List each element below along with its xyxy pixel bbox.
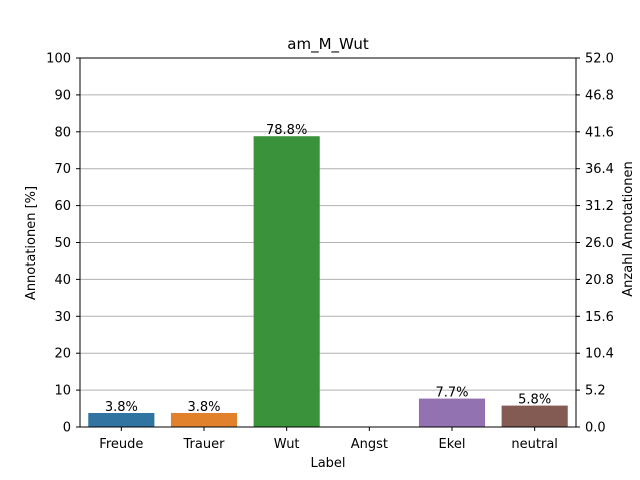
y-right-tick-label: 15.6	[585, 310, 614, 325]
data-label: 78.8%	[266, 123, 307, 138]
y-tick-label: 80	[54, 125, 71, 140]
y-right-tick-label: 20.8	[585, 273, 614, 288]
y-tick-label: 90	[54, 88, 71, 103]
data-label: 5.8%	[518, 393, 551, 408]
x-tick-label: Trauer	[183, 437, 226, 452]
y-right-tick-label: 26.0	[585, 236, 614, 251]
data-label: 3.8%	[187, 400, 220, 415]
bar-neutral	[501, 405, 568, 427]
x-tick-label: Angst	[351, 437, 388, 452]
x-tick-label: Freude	[99, 437, 143, 452]
y-right-tick-label: 46.8	[585, 88, 614, 103]
y-right-tick-label: 52.0	[585, 52, 614, 67]
data-labels: 3.8% 3.8% 78.8% 7.7% 5.8%	[105, 123, 551, 415]
y-axis-right: 0.0 5.2 10.4 15.6 20.8 26.0 31.2 36.4 41.6 46.8 52…	[576, 52, 614, 436]
y-axis-left: 0 10 20 30 40 50 60 70 80 90 100	[46, 52, 80, 436]
y-right-tick-label: 31.2	[585, 199, 614, 214]
data-label: 3.8%	[105, 400, 138, 415]
y-right-tick-label: 0.0	[585, 421, 606, 436]
y-tick-label: 70	[54, 162, 71, 177]
chart-title: am_M_Wut	[287, 35, 369, 54]
y-axis-label-left: Annotationen [%]	[24, 186, 39, 300]
y-tick-label: 100	[46, 52, 71, 67]
y-tick-label: 50	[54, 236, 71, 251]
x-tick-label: Wut	[274, 437, 300, 452]
y-right-tick-label: 5.2	[585, 384, 606, 399]
x-tick-label: neutral	[511, 437, 558, 452]
y-tick-label: 30	[54, 310, 71, 325]
y-tick-label: 20	[54, 347, 71, 362]
x-tick-label: Ekel	[439, 437, 466, 452]
data-label: 7.7%	[435, 386, 468, 401]
bar-wut	[253, 136, 320, 427]
y-tick-label: 40	[54, 273, 71, 288]
bar-ekel	[418, 398, 486, 427]
y-tick-label: 10	[54, 384, 71, 399]
y-tick-label: 0	[63, 421, 71, 436]
y-right-tick-label: 41.6	[585, 125, 614, 140]
y-tick-label: 60	[54, 199, 71, 214]
x-axis: Freude Trauer Wut Angst Ekel neutral	[99, 427, 558, 452]
y-right-tick-label: 10.4	[585, 347, 614, 362]
y-right-tick-label: 36.4	[585, 162, 614, 177]
bar-trauer	[170, 412, 238, 427]
x-axis-label: Label	[310, 456, 345, 471]
bars	[88, 136, 568, 427]
grid-lines	[80, 94, 576, 391]
bar-freude	[88, 412, 155, 427]
y-axis-label-right: Anzahl Annotationen	[621, 161, 636, 296]
